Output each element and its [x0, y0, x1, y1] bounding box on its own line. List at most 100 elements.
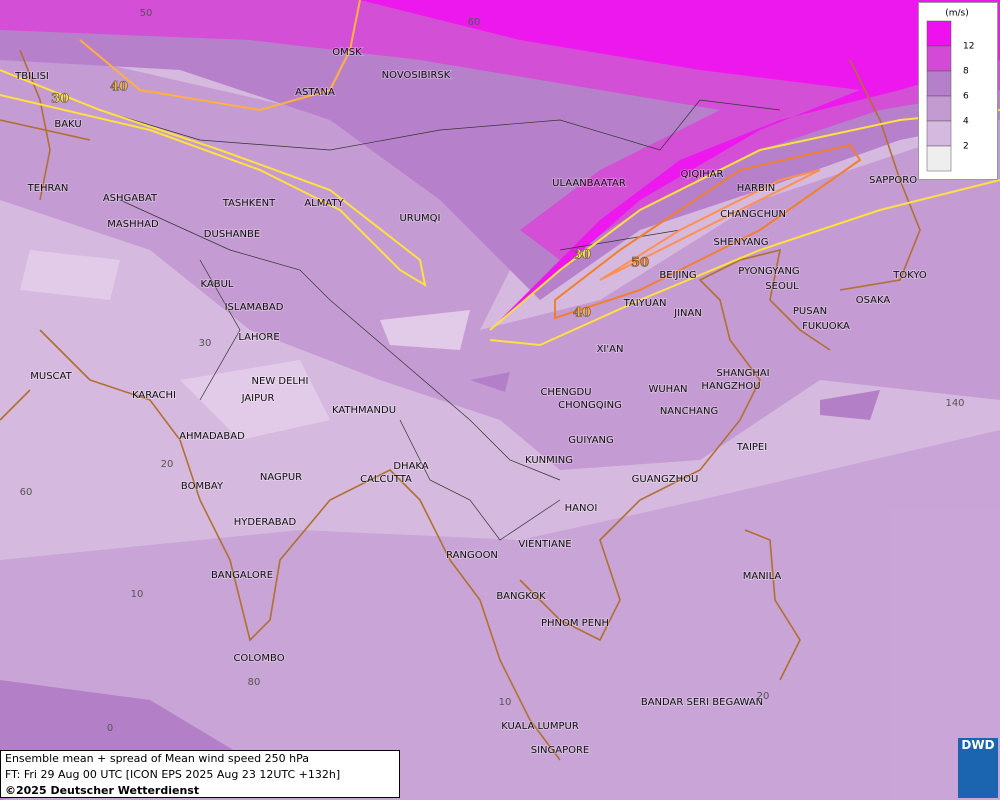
legend-tick-label: 8 [963, 67, 969, 77]
city-label: HYDERABAD [234, 517, 297, 528]
contour-label: 40 [573, 306, 591, 321]
legend-swatch [926, 120, 952, 147]
city-label: NEW DELHI [252, 376, 309, 387]
contour-label: 50 [631, 256, 649, 271]
legend-swatch [926, 95, 952, 122]
city-label: SINGAPORE [531, 745, 590, 756]
city-label: TEHRAN [27, 183, 69, 194]
city-label: BANGKOK [496, 591, 546, 602]
city-label: KUNMING [525, 455, 573, 466]
city-label: BOMBAY [181, 481, 224, 492]
borders [99, 99, 781, 541]
city-label: CHONGQING [558, 400, 622, 411]
grid-label: 80 [248, 677, 261, 688]
contours [0, 0, 1000, 347]
city-label: NOVOSIBIRSK [382, 70, 451, 81]
grid-label: 20 [757, 691, 770, 702]
city-label: WUHAN [648, 384, 687, 395]
city-label: ALMATY [304, 198, 344, 209]
city-label: PHNOM PENH [541, 618, 609, 629]
city-label: HANOI [565, 503, 598, 514]
city-label: ASTANA [295, 87, 335, 98]
city-label: PUSAN [793, 306, 827, 317]
city-label: BANDAR SERI BEGAWAN [641, 697, 763, 708]
city-label: ASHGABAT [103, 193, 158, 204]
city-label: COLOMBO [233, 653, 284, 664]
city-label: TAIPEI [736, 442, 767, 453]
city-label: NAGPUR [260, 472, 302, 483]
city-label: HARBIN [737, 183, 776, 194]
legend-tick-label: 2 [963, 142, 969, 152]
city-label: BEIJING [659, 270, 696, 281]
city-label: URUMQI [399, 213, 440, 224]
city-label: OMSK [332, 47, 362, 58]
legend-swatches: 12 8 6 4 2 [926, 20, 974, 172]
city-label: QIQIHAR [681, 169, 724, 180]
grid-label: 20 [161, 459, 174, 470]
city-label: KUALA LUMPUR [501, 721, 579, 732]
city-label: TBILISI [14, 71, 49, 82]
city-label: DHAKA [393, 461, 428, 472]
city-label: TOKYO [892, 270, 927, 281]
city-label: TAIYUAN [623, 298, 667, 309]
contour-label: 40 [110, 80, 128, 95]
city-label: RANGOON [446, 550, 498, 561]
grid-label: 60 [468, 17, 481, 28]
city-label: BANGALORE [211, 570, 273, 581]
city-label: ULAANBAATAR [552, 178, 626, 189]
legend-swatch [926, 45, 952, 72]
city-label: TASHKENT [222, 198, 276, 209]
city-label: MANILA [743, 571, 782, 582]
city-label: KATHMANDU [332, 405, 396, 416]
city-label: SAPPORO [869, 175, 917, 186]
city-label: JAIPUR [241, 393, 275, 404]
city-label: CALCUTTA [360, 474, 412, 485]
grid-label: 10 [499, 697, 512, 708]
grid-label: 60 [20, 487, 33, 498]
legend-swatch [926, 145, 952, 172]
city-label: HANGZHOU [701, 381, 760, 392]
footer: Ensemble mean + spread of Mean wind spee… [0, 750, 400, 798]
city-label: SHANGHAI [716, 368, 769, 379]
city-label: MASHHAD [107, 219, 159, 230]
city-label: CHENGDU [540, 387, 591, 398]
city-label: PYONGYANG [738, 266, 799, 277]
labels: OMSK NOVOSIBIRSK ASTANA TBILISI BAKU TEHRAN AS… [13, 8, 964, 757]
city-label: OSAKA [856, 295, 891, 306]
city-label: DUSHANBE [204, 229, 260, 240]
legend: (m/s) 12 8 6 4 2 [918, 2, 998, 180]
city-label: MUSCAT [30, 371, 72, 382]
city-label: KARACHI [132, 390, 176, 401]
grid-label: 140 [945, 398, 964, 409]
city-label: XI'AN [597, 344, 624, 355]
city-label: NANCHANG [660, 406, 718, 417]
city-label: JINAN [673, 308, 702, 319]
contour-label: 30 [573, 248, 591, 263]
city-label: CHANGCHUN [720, 209, 786, 220]
city-label: KABUL [201, 279, 234, 290]
grid-label: 10 [131, 589, 144, 600]
city-label: LAHORE [238, 332, 279, 343]
footer-line: FT: Fri 29 Aug 00 UTC [ICON EPS 2025 Aug… [5, 768, 341, 781]
legend-swatch [926, 20, 952, 47]
logo: DWD [958, 738, 998, 798]
legend-swatch [926, 70, 952, 97]
legend-bar: (m/s) 12 8 6 4 2 [926, 9, 974, 172]
coastlines [0, 49, 921, 761]
city-label: ISLAMABAD [225, 302, 284, 313]
footer-line: Ensemble mean + spread of Mean wind spee… [5, 752, 309, 765]
legend-tick-label: 12 [963, 42, 974, 52]
grid-label: 50 [140, 8, 153, 19]
city-label: AHMADABAD [179, 431, 245, 442]
grid-label: 30 [199, 338, 212, 349]
contour-label: 30 [51, 92, 69, 107]
legend-tick-label: 6 [963, 92, 969, 102]
city-label: FUKUOKA [802, 321, 850, 332]
city-label: BAKU [54, 119, 81, 130]
legend-tick-label: 4 [963, 117, 969, 127]
legend-unit: (m/s) [945, 9, 969, 19]
city-label: VIENTIANE [518, 539, 571, 550]
city-label: SEOUL [765, 281, 799, 292]
